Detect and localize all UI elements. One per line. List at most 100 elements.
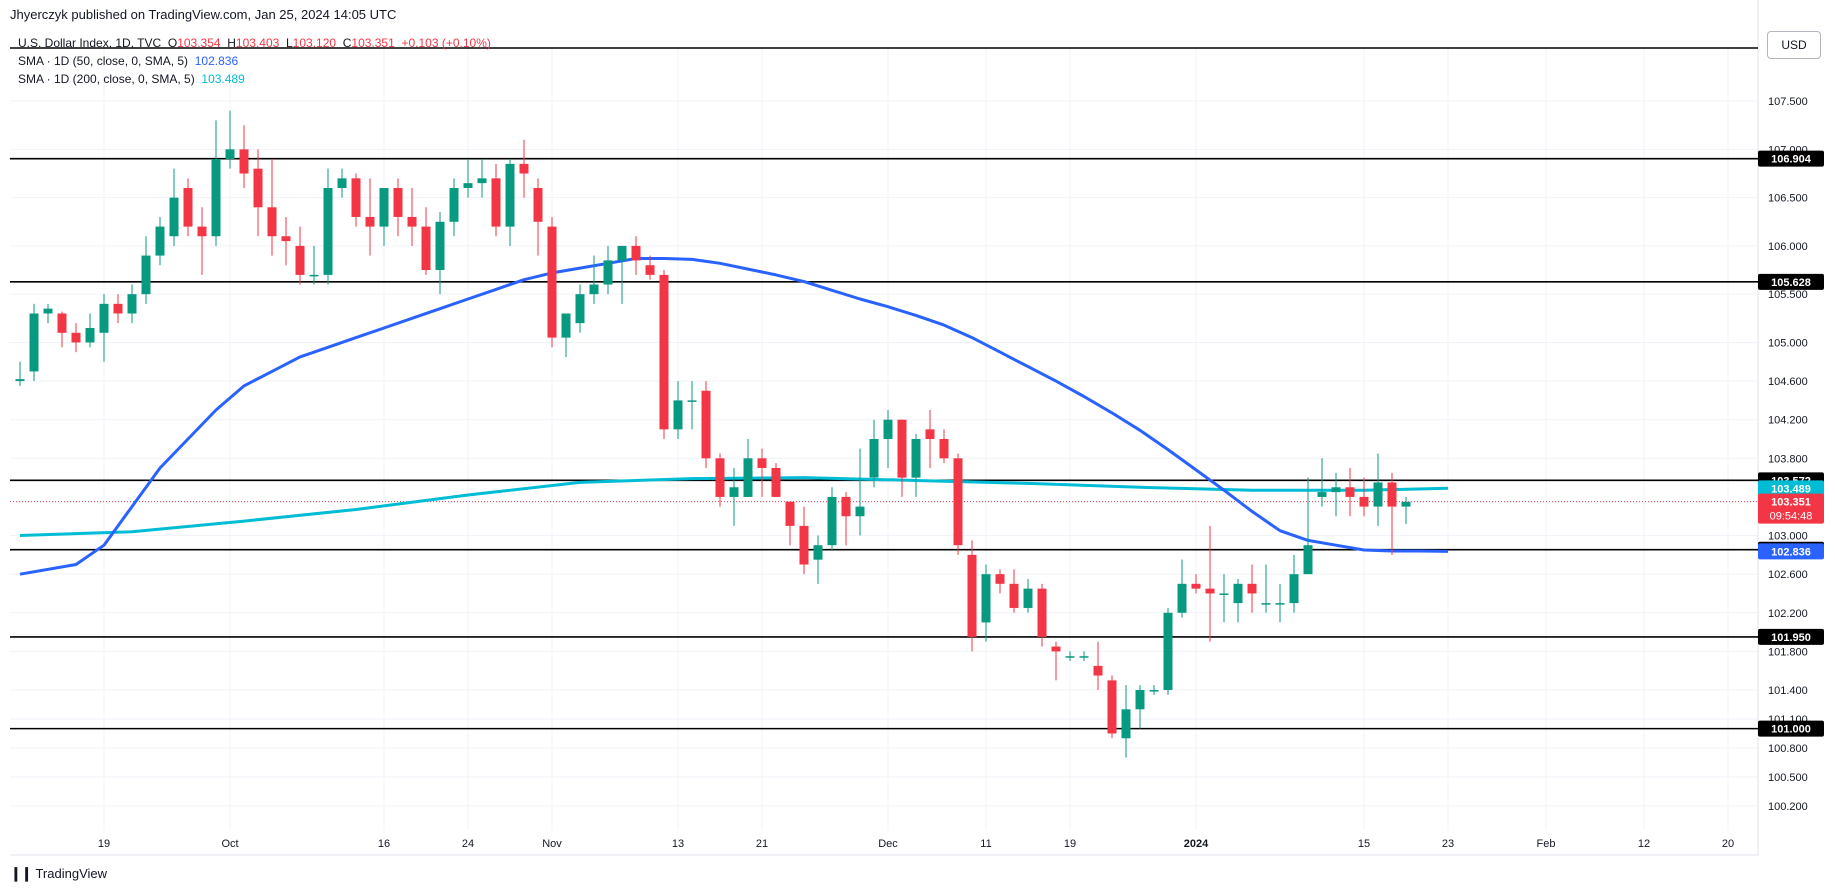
candle-body [659, 274, 669, 430]
candle-body [505, 163, 515, 227]
candle [659, 270, 669, 439]
candle [1373, 453, 1383, 526]
candle [407, 187, 417, 246]
candle [715, 453, 725, 507]
candle [169, 168, 179, 246]
candle-body [57, 313, 67, 333]
candle-body [1163, 612, 1173, 691]
level-price-tag-bg [1758, 628, 1824, 645]
candle [897, 419, 907, 497]
candle [701, 381, 711, 468]
candle [323, 168, 333, 285]
candle [15, 361, 25, 386]
candle-body [1121, 709, 1131, 739]
candle [1401, 496, 1411, 524]
candle [477, 159, 487, 198]
candle [197, 207, 207, 275]
candle [841, 492, 851, 546]
candle-body [99, 303, 109, 333]
candle-body [1233, 583, 1243, 604]
candle [1317, 458, 1327, 507]
high-value: 103.403 [235, 36, 280, 50]
candles [15, 110, 1411, 758]
candle [687, 381, 697, 430]
candle [449, 178, 459, 237]
candle [463, 159, 473, 198]
candle [1205, 525, 1215, 642]
candle [743, 439, 753, 497]
candle-body [701, 390, 711, 459]
x-tick-label: 23 [1442, 838, 1454, 850]
candle-body [1009, 583, 1019, 608]
candle-body [127, 294, 137, 314]
legend-sma50-row[interactable]: SMA · 1D (50, close, 0, SMA, 5) 102.836 [18, 52, 491, 70]
candle [1289, 554, 1299, 613]
x-tick-label: Dec [878, 838, 898, 850]
candle-body [1051, 646, 1061, 652]
x-tick-label: 2024 [1184, 838, 1209, 850]
candle-body [1247, 583, 1257, 594]
candle [365, 178, 375, 256]
candle-body [113, 303, 123, 314]
candle-body [1401, 501, 1411, 507]
chart-legend: U.S. Dollar Index, 1D, TVC O103.354 H103… [18, 34, 491, 88]
legend-sma200-row[interactable]: SMA · 1D (200, close, 0, SMA, 5) 103.489 [18, 70, 491, 88]
x-tick-label: 12 [1638, 838, 1650, 850]
candle-body [407, 216, 417, 227]
publisher-note: Jhyerczyk published on TradingView.com, … [10, 7, 397, 22]
candle [113, 294, 123, 324]
candle [547, 216, 557, 348]
y-tick-label: 106.500 [1768, 193, 1808, 205]
candle-body [1373, 482, 1383, 507]
legend-symbol-row: U.S. Dollar Index, 1D, TVC O103.354 H103… [18, 34, 491, 52]
candle [1051, 641, 1061, 681]
y-tick-label: 104.600 [1768, 376, 1808, 388]
candle-body [757, 458, 767, 468]
candle-body [15, 379, 25, 382]
candle-body [645, 265, 655, 275]
candle [1331, 472, 1341, 517]
x-tick-label: 15 [1358, 838, 1370, 850]
candle-body [1037, 588, 1047, 637]
candle [645, 255, 655, 280]
candle-body [267, 207, 277, 237]
candle [253, 149, 263, 237]
candle-body [603, 260, 613, 285]
currency-button[interactable]: USD [1767, 31, 1821, 59]
candle [183, 178, 193, 237]
candle-body [1205, 588, 1215, 594]
candle [785, 501, 795, 546]
candle [1079, 651, 1089, 662]
price-tag-bg [1758, 493, 1824, 524]
open-label: O [167, 36, 178, 50]
footer: ❙❙ TradingView [10, 865, 107, 882]
candle [813, 535, 823, 584]
candle [1345, 467, 1355, 517]
candle-body [785, 501, 795, 526]
candle-body [673, 400, 683, 430]
candle [589, 255, 599, 304]
candle [827, 487, 837, 551]
low-value: 103.120 [292, 36, 337, 50]
candle [225, 110, 235, 169]
candle-body [533, 187, 543, 222]
candle-body [155, 226, 165, 256]
level-price-tag: 101.950 [1771, 632, 1811, 644]
candle-body [1135, 690, 1145, 710]
candle-body [421, 226, 431, 271]
candle-body [883, 419, 893, 439]
candle-body [253, 168, 263, 208]
x-tick-label: 13 [672, 838, 684, 850]
candle-body [561, 313, 571, 338]
candle [421, 207, 431, 275]
candle [519, 139, 529, 198]
candle-body [869, 439, 879, 478]
candle [729, 467, 739, 526]
candle-body [995, 574, 1005, 584]
candle-body [211, 159, 221, 237]
candle-body [1149, 690, 1159, 692]
candle [85, 313, 95, 348]
candle-body [1219, 593, 1229, 595]
x-tick-label: 19 [98, 838, 110, 850]
